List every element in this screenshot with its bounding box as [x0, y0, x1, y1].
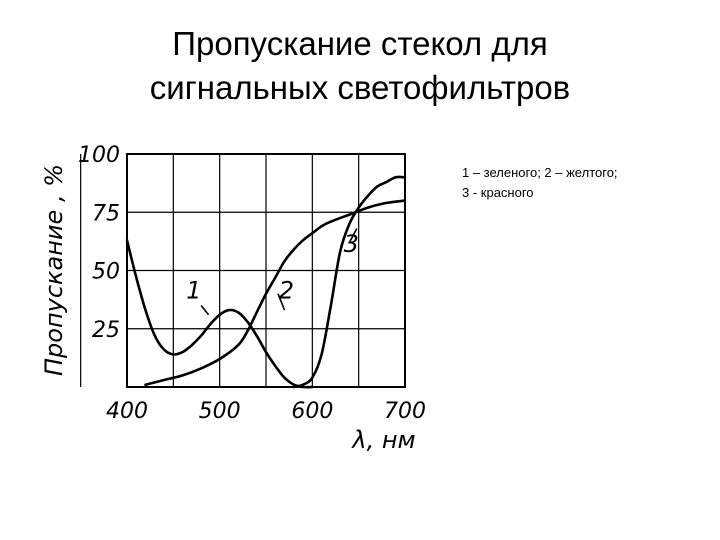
curve-label-leader: [277, 293, 286, 311]
x-tick-label: 600: [291, 399, 333, 424]
legend-note-line-1: 1 – зеленого; 2 – желтого;: [462, 165, 618, 180]
y-tick-label: 100: [78, 143, 120, 168]
x-tick-label: 400: [106, 399, 148, 424]
curve-label-1: 1: [186, 276, 201, 304]
tick-labels: 400 500 600 700 25 50 75 100: [78, 143, 426, 424]
title-line-2: сигнальных светофильтров: [149, 69, 571, 106]
slide-title: Пропускание стекол для сигнальных светоф…: [0, 22, 720, 110]
series-line-1: [125, 238, 314, 389]
y-axis-label: Пропускание , %: [40, 164, 68, 376]
legend-note: 1 – зеленого; 2 – желтого; 3 - красного: [462, 163, 712, 203]
curve-label-3: 3: [344, 230, 359, 258]
x-tick-label: 500: [199, 399, 241, 424]
legend-note-line-2: 3 - красного: [462, 185, 534, 200]
x-axis-label: λ, нм: [350, 426, 415, 454]
series-line-3: [292, 175, 407, 389]
plot-frame: [126, 153, 406, 388]
curve-label-2: 2: [279, 276, 294, 304]
curve-label-leader: [200, 304, 210, 316]
title-line-1: Пропускание стекол для: [172, 25, 548, 62]
x-tick-label: 700: [384, 399, 426, 424]
y-tick-label: 25: [92, 318, 120, 343]
series-lines: [125, 175, 407, 389]
curve-label-leader: [348, 228, 358, 243]
curve-labels: 1 2 3: [186, 228, 359, 316]
series-line-2: [144, 199, 407, 386]
y-tick-label: 50: [92, 260, 120, 285]
y-tick-label: 75: [92, 201, 120, 226]
